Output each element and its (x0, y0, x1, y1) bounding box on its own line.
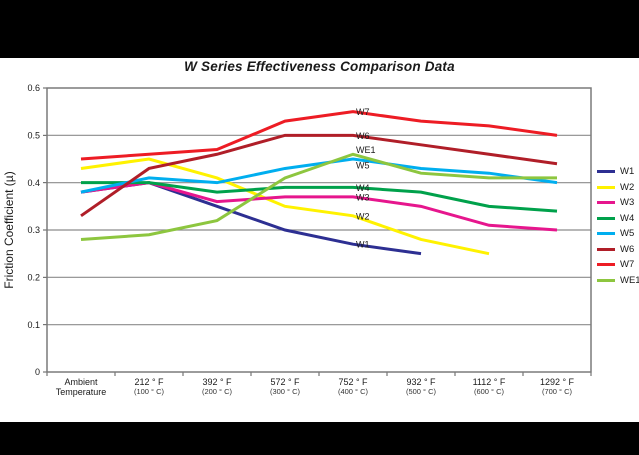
legend-swatch-W5 (597, 232, 615, 236)
series-label-W4: W4 (356, 183, 370, 193)
series-label-WE1: WE1 (356, 145, 376, 155)
series-line-W3 (80, 181, 558, 232)
legend-label-W4: W4 (620, 212, 635, 224)
legend-label-W7: W7 (620, 259, 635, 271)
series-line-W6 (80, 133, 558, 218)
legend-swatch-W4 (597, 216, 615, 220)
series-line-W2 (80, 157, 490, 256)
chart-canvas: W Series Effectiveness Comparison Data F… (0, 58, 639, 422)
legend-label-W3: W3 (620, 197, 635, 209)
legend-item-WE1: WE1 (597, 273, 639, 289)
legend-item-W1: W1 (597, 164, 639, 180)
y-tick-label-0.2: 0.2 (27, 273, 40, 283)
legend-item-W5: W5 (597, 226, 639, 242)
series-label-W5: W5 (356, 161, 370, 171)
series-label-W6: W6 (356, 131, 370, 141)
legend-swatch-W1 (597, 170, 615, 174)
y-tick-label-0.3: 0.3 (27, 225, 40, 235)
legend-item-W3: W3 (597, 195, 639, 211)
legend-swatch-WE1 (597, 278, 615, 282)
series-label-W7: W7 (356, 107, 370, 117)
legend-swatch-W3 (597, 201, 615, 205)
legend-swatch-W6 (597, 247, 615, 251)
letterbox-top-bar (0, 0, 639, 58)
legend-swatch-W7 (597, 263, 615, 267)
series-line-W5 (80, 157, 558, 194)
series-label-W1: W1 (356, 240, 370, 250)
legend-label-W5: W5 (620, 228, 635, 240)
y-tick-label-0.5: 0.5 (27, 131, 40, 141)
legend-item-W6: W6 (597, 242, 639, 258)
y-tick-label-0.1: 0.1 (27, 320, 40, 330)
letterbox-bottom-bar (0, 422, 639, 455)
legend-label-W1: W1 (620, 166, 635, 178)
legend-item-W7: W7 (597, 257, 639, 273)
y-tick-label-0.6: 0.6 (27, 83, 40, 93)
series-line-W7 (80, 110, 558, 161)
series-label-W2: W2 (356, 211, 370, 221)
series-line-W4 (81, 181, 558, 213)
series-line-WE1 (80, 152, 557, 241)
legend-label-W2: W2 (620, 181, 635, 193)
legend-label-W6: W6 (620, 243, 635, 255)
series-label-W3: W3 (356, 192, 370, 202)
legend: W1 W2 W3 W4 W5 W6 W7 WE1 (597, 164, 639, 288)
chart-title: W Series Effectiveness Comparison Data (184, 59, 455, 74)
legend-label-WE1: WE1 (620, 274, 639, 286)
legend-item-W2: W2 (597, 180, 639, 196)
legend-swatch-W2 (597, 185, 615, 189)
plot-border (46, 87, 592, 373)
legend-item-W4: W4 (597, 211, 639, 227)
y-tick-label-0: 0 (35, 367, 40, 377)
y-tick-label-0.4: 0.4 (27, 178, 40, 188)
